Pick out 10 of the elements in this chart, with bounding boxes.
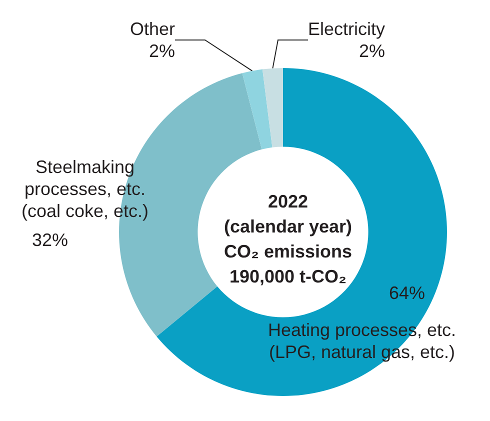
text: 2022 [268,192,308,212]
text: (calendar year) [224,216,352,236]
text: CO₂ emissions [224,242,352,262]
data-label: 2% [358,41,385,61]
slice-label: Other [130,19,175,39]
slice-label: Electricity [308,19,385,39]
data-label: 32% [32,230,68,250]
data-label: 64% [388,283,426,303]
text: 190,000 t-CO₂ [229,266,347,286]
data-label: 2% [148,41,175,61]
